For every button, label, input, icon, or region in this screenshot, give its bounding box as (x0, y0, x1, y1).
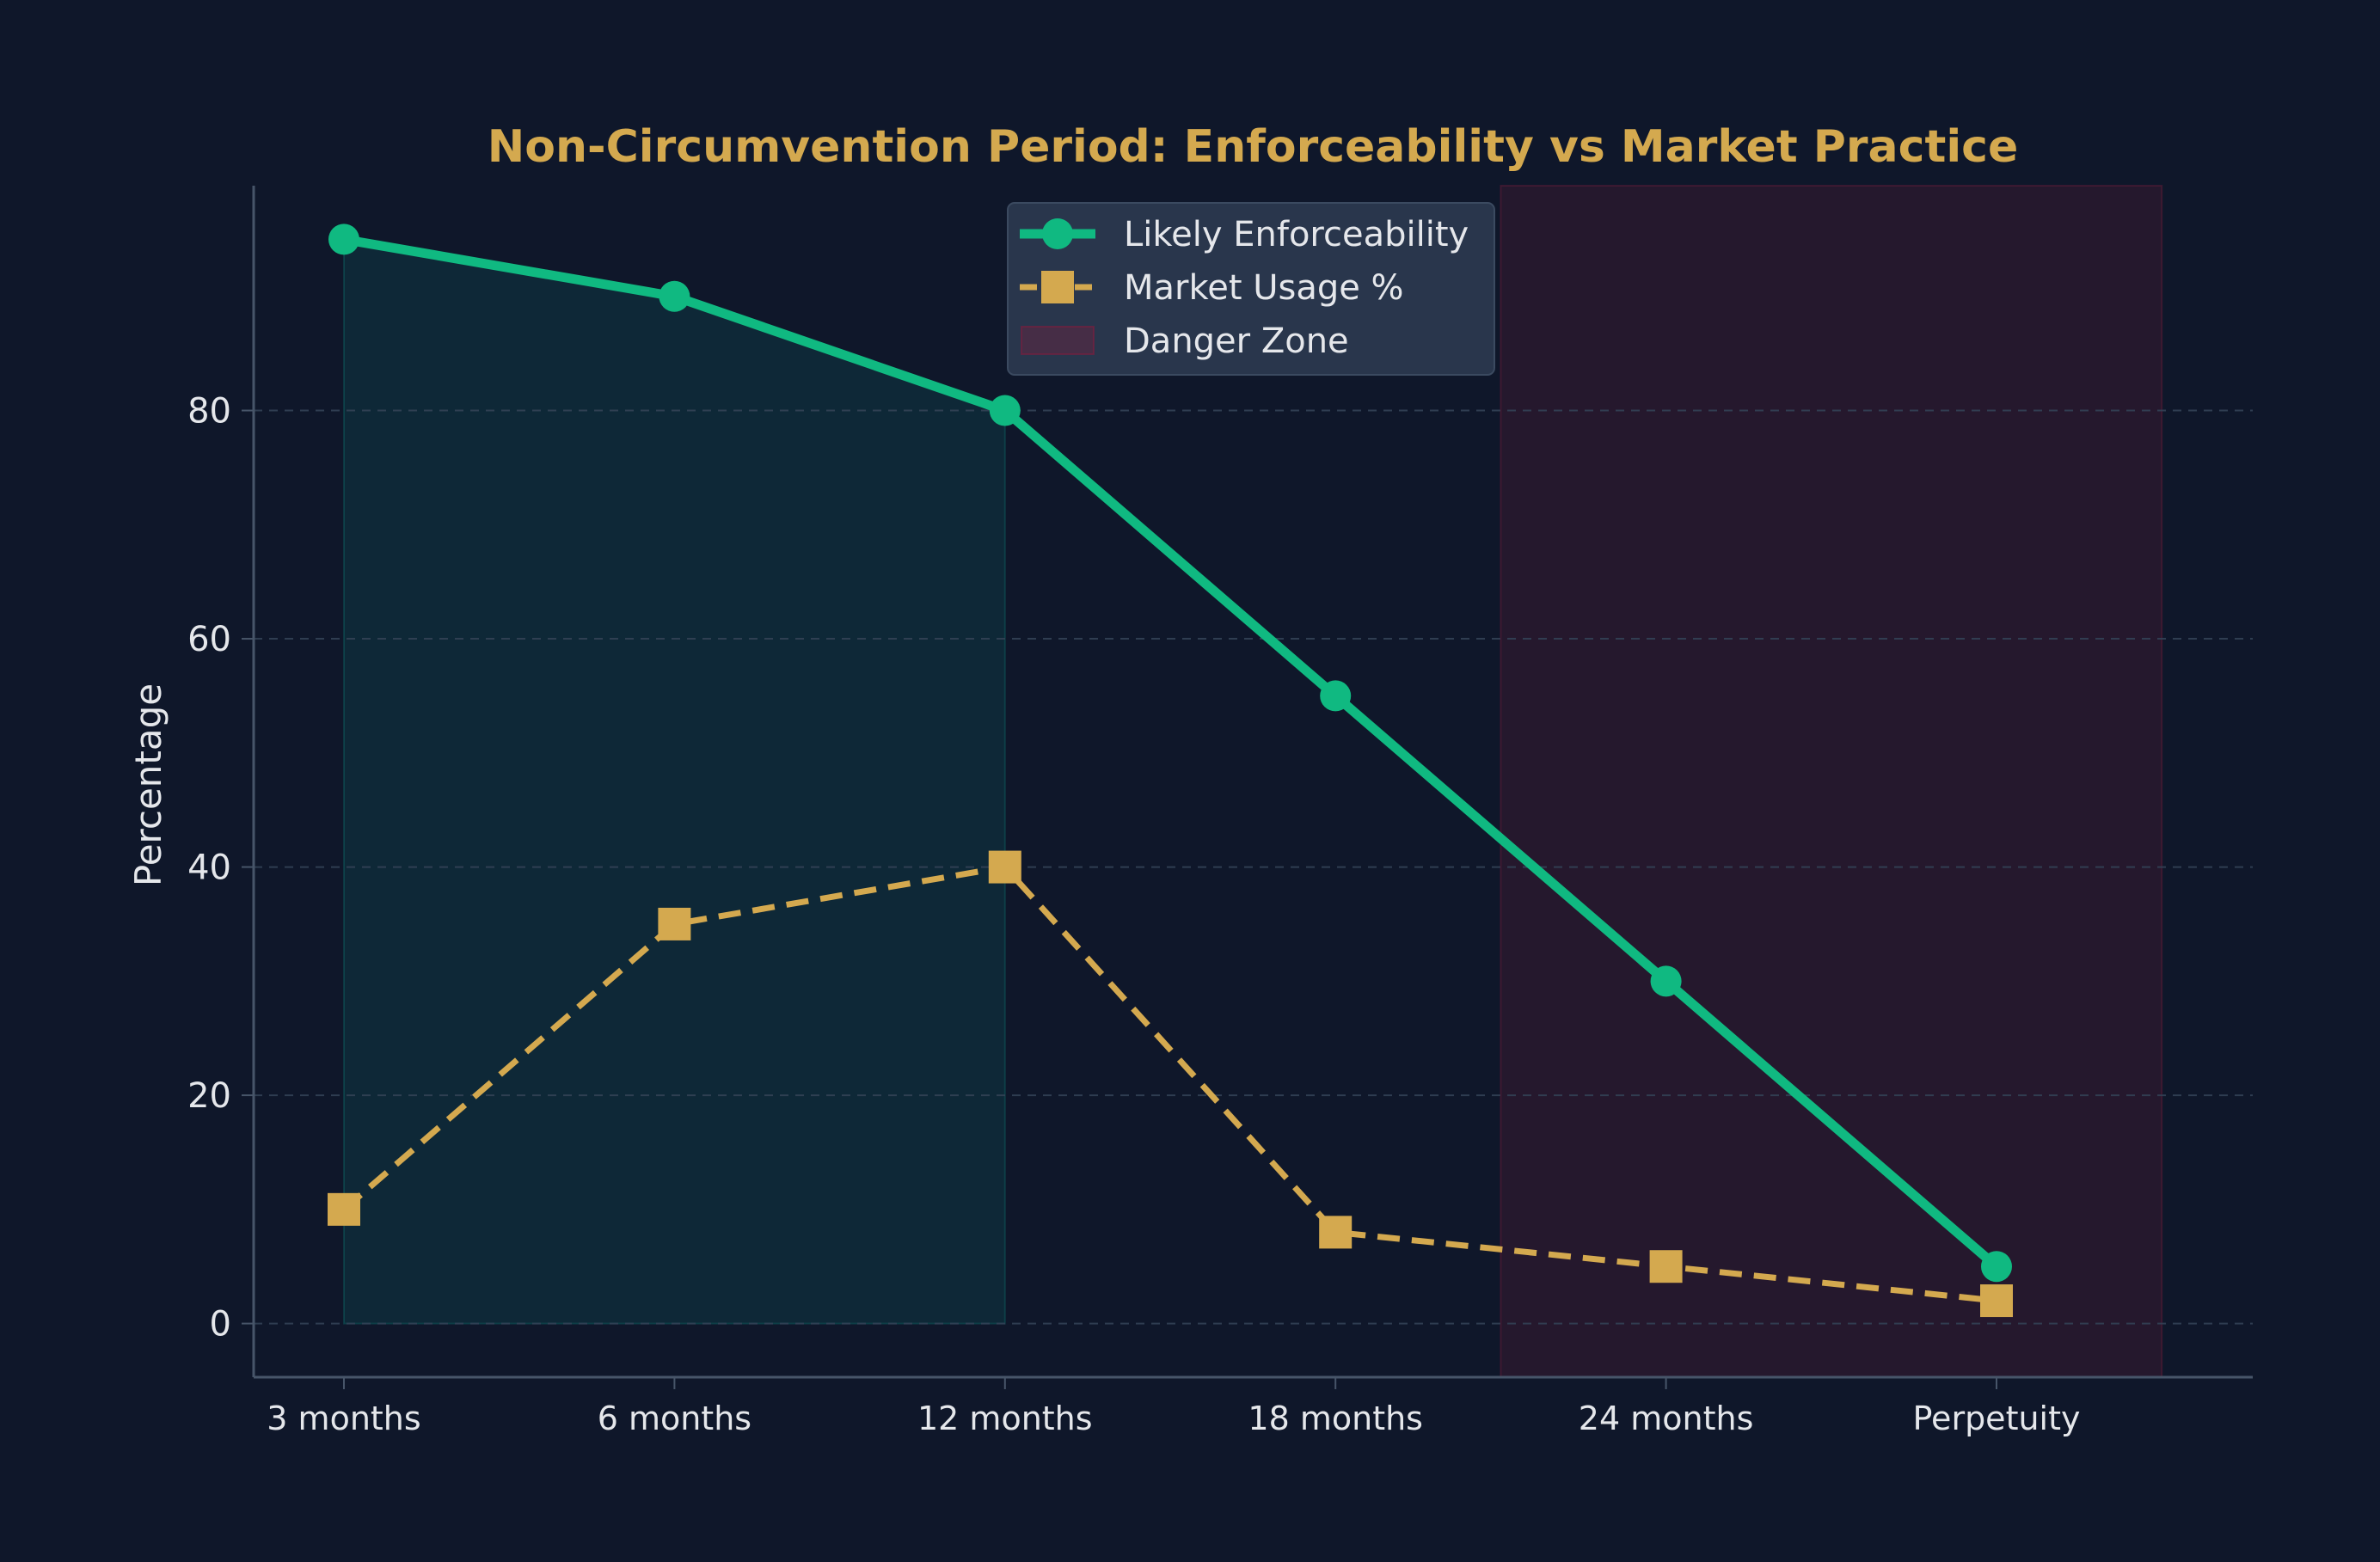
legend-swatch-region (1021, 326, 1095, 355)
y-axis-label: Percentage (127, 683, 169, 886)
enforceability-point (328, 224, 359, 255)
market-usage-point (1649, 1250, 1683, 1283)
x-tick-label: 3 months (267, 1400, 420, 1437)
y-tick-label: 60 (187, 620, 231, 659)
y-tick-label: 80 (187, 392, 231, 432)
legend-label: Likely Enforceability (1124, 215, 1469, 254)
enforceability-line (339, 234, 2002, 1271)
x-tick-label: 12 months (917, 1400, 1093, 1437)
market-usage-point (1980, 1284, 2013, 1318)
x-tick-label: 18 months (1248, 1400, 1423, 1437)
shaded-regions (343, 185, 2163, 1378)
legend-swatch-square (1041, 271, 1074, 303)
axes: 0 20 40 60 80 3 months 6 months 12 months 18 mon… (187, 186, 2253, 1437)
y-tick-label: 20 (187, 1076, 231, 1116)
enforceability-point (989, 395, 1021, 426)
market-usage-point (1319, 1216, 1353, 1249)
safe-zone-region (343, 238, 1006, 1325)
y-tick-label: 40 (187, 848, 231, 888)
legend-label: Market Usage % (1124, 268, 1404, 308)
chart-title: Non-Circumvention Period: Enforceability… (488, 121, 2018, 173)
legend: Likely Enforceability Market Usage % Dange… (1007, 202, 1495, 376)
series-markers (328, 224, 2013, 1318)
enforceability-point (659, 280, 690, 312)
x-tick-label: 24 months (1579, 1400, 1754, 1437)
market-usage-point (988, 850, 1021, 884)
market-usage-line (341, 864, 1997, 1304)
legend-box (1007, 202, 1495, 376)
enforceability-point (1981, 1251, 2012, 1283)
legend-label: Danger Zone (1124, 322, 1349, 361)
market-usage-point (328, 1192, 360, 1226)
x-tick-label: Perpetuity (1913, 1400, 2081, 1437)
y-tick-label: 0 (210, 1305, 231, 1345)
market-usage-point (658, 907, 691, 940)
danger-zone-region (1500, 185, 2163, 1378)
x-tick-label: 6 months (598, 1400, 751, 1437)
series-lines (339, 234, 2002, 1304)
legend-swatch-circle (1042, 218, 1073, 249)
enforceability-point (1650, 965, 1682, 997)
enforceability-point (1320, 680, 1352, 712)
grid-lines (254, 409, 2253, 1325)
